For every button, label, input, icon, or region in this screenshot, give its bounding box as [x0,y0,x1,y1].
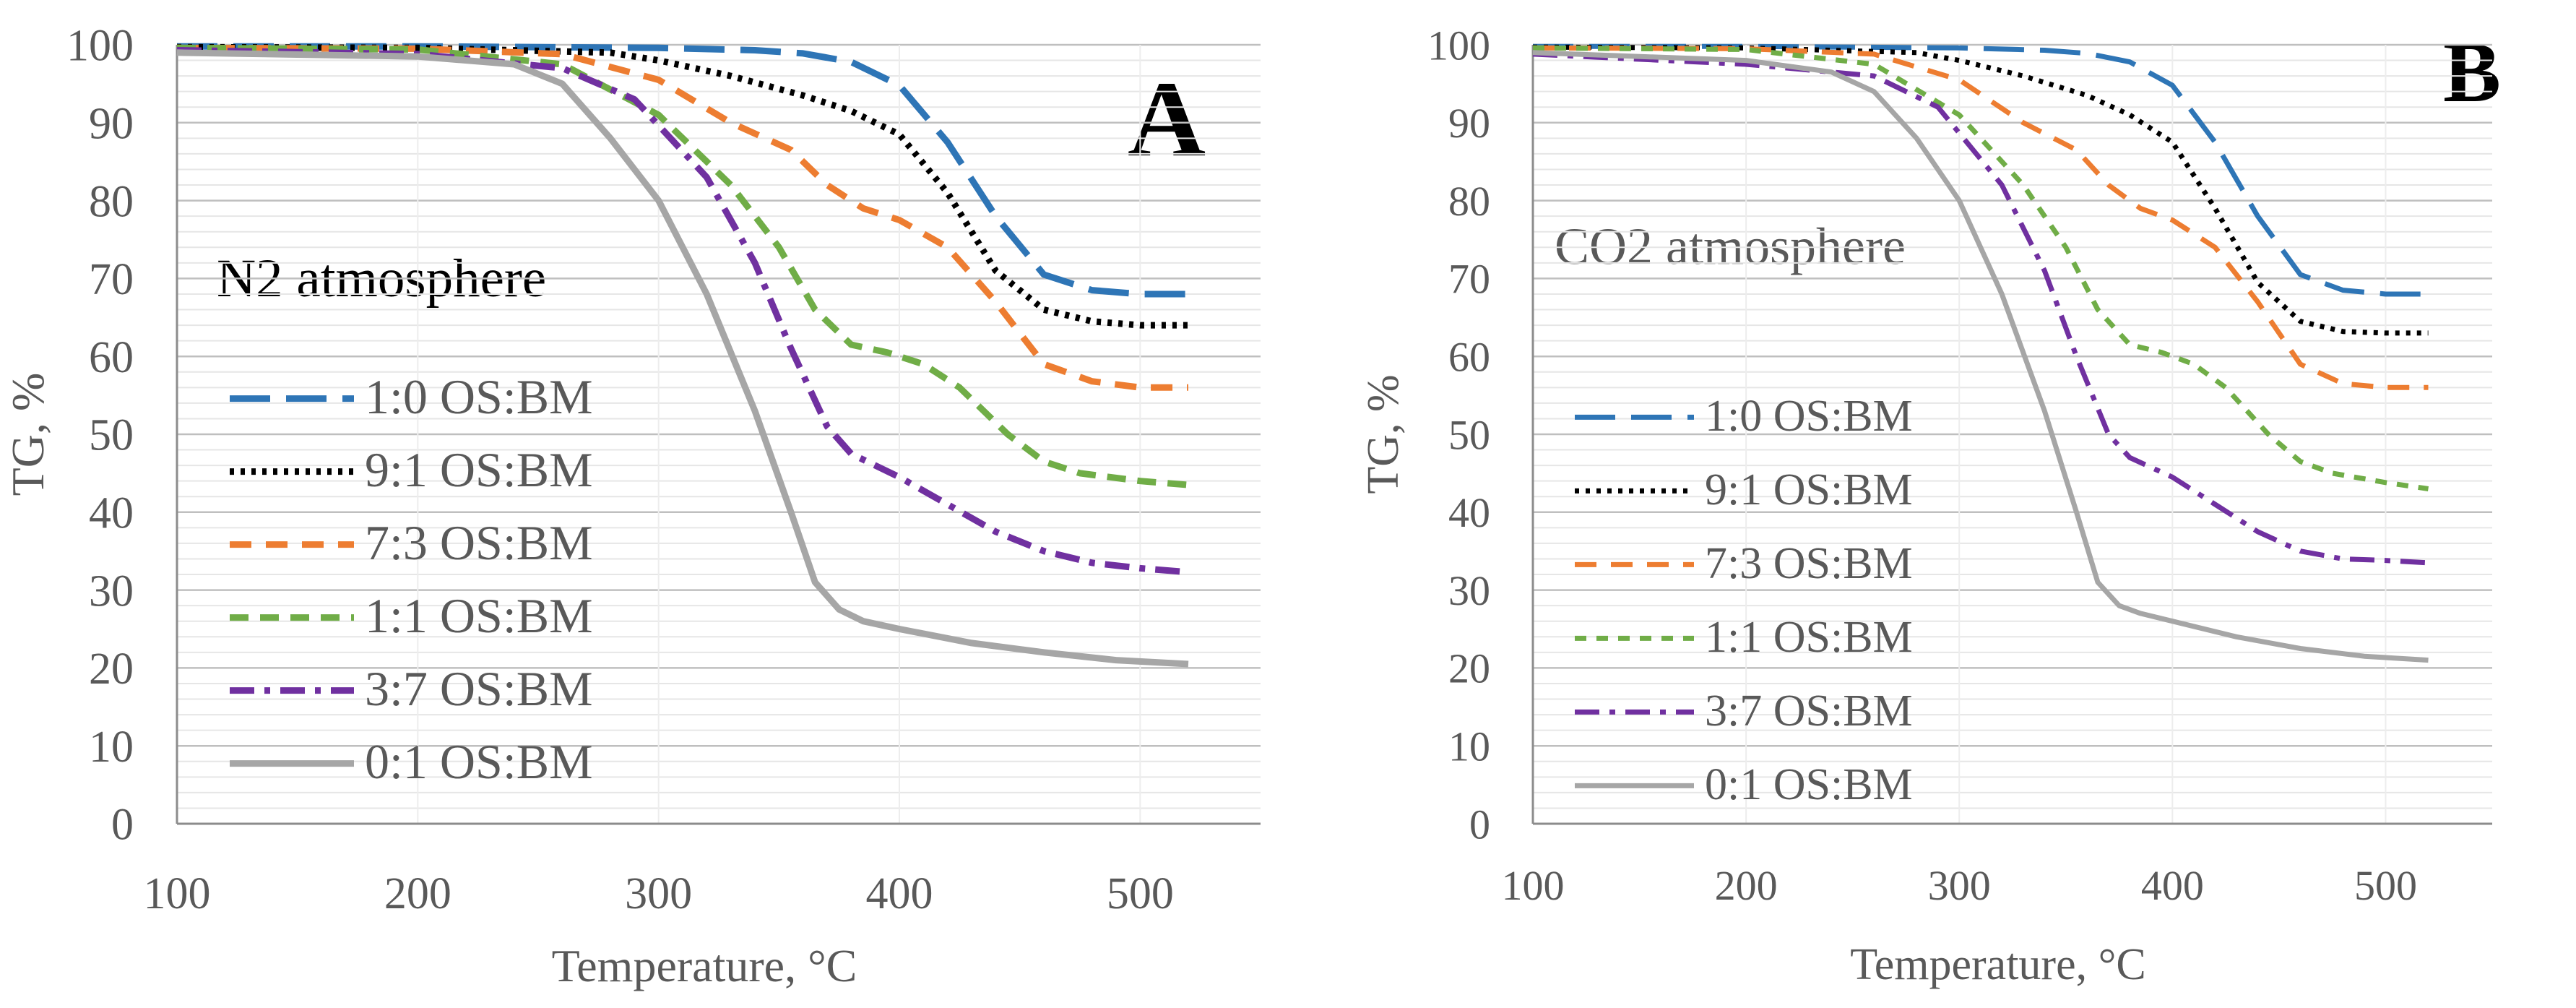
legend: 1:0 OS:BM 9:1 OS:BM 7:3 OS:BM 1:1 OS:BM 3:7 … [1575,392,1913,809]
x-tick-label: 400 [866,869,933,918]
x-tick-label: 200 [1715,862,1778,909]
x-tick-label: 300 [1928,862,1991,909]
series-line-0-1-os-bm [176,49,1189,668]
legend-label: 1:0 OS:BM [365,369,593,424]
x-tick-label: 100 [1502,862,1565,909]
x-axis-title: Temperature, °C [1850,940,2146,989]
y-tick-label: 20 [89,645,134,694]
gridlines [1532,43,2492,825]
series-line-7-3-os-bm [176,44,1188,391]
series-line-1-0-os-bm [177,43,1188,298]
legend-label: 7:3 OS:BM [1705,539,1913,588]
legend: 1:0 OS:BM 9:1 OS:BM 7:3 OS:BM 1:1 OS:BM 3:7 … [230,369,593,789]
legend-label: 1:0 OS:BM [1705,392,1913,441]
y-axis-title: TG, % [2,373,53,496]
legend-label: 3:7 OS:BM [1705,686,1913,736]
y-tick-label: 90 [89,100,134,149]
y-tick-label: 0 [1469,801,1490,848]
panel-letter: B [2443,24,2501,120]
y-tick-label: 100 [66,22,134,71]
y-tick-label: 80 [89,177,134,226]
series-line-9-1-os-bm [176,43,1188,329]
x-tick-label: 500 [2354,862,2417,909]
y-tick-label: 50 [89,411,134,460]
series-line-9-1-os-bm [1532,44,2429,336]
series-line-3-7-os-bm [1532,51,2429,566]
atmosphere-annotation: CO2 atmosphere [1555,217,1906,275]
panel-b: B CO2 atmosphere 0 10 20 30 40 50 60 70 80 90 100 1… [1359,22,2501,989]
y-tick-label: 100 [1427,22,1490,69]
y-tick-label: 50 [1448,411,1490,458]
series-line-1-1-os-bm [176,44,1189,488]
legend-label: 7:3 OS:BM [365,515,593,570]
y-tick-label: 70 [1448,256,1490,303]
y-tick-label: 30 [89,567,134,616]
x-tick-label: 200 [384,869,451,918]
series-line-1-1-os-bm [1532,45,2429,491]
y-tick-label: 60 [89,333,134,382]
panel-a: A N2 atmosphere 010203040506070809010010… [2,22,1261,991]
y-tick-label: 70 [89,255,134,304]
legend-label: 1:1 OS:BM [365,588,593,643]
y-tick-label: 10 [1448,723,1490,770]
legend-label: 0:1 OS:BM [365,734,593,789]
legend-label: 9:1 OS:BM [365,442,593,497]
legend-label: 1:1 OS:BM [1705,613,1913,662]
legend-label: 0:1 OS:BM [1705,760,1913,809]
legend-label: 3:7 OS:BM [365,661,593,716]
x-tick-label: 500 [1107,869,1174,918]
y-axis-title: TG, % [1359,374,1408,494]
series-line-0-1-os-bm [1532,50,2429,663]
y-tick-label: 40 [89,489,134,538]
y-tick-label: 30 [1448,567,1490,614]
series-group [1532,43,2429,663]
y-tick-label: 40 [1448,489,1490,536]
series-group [176,43,1189,668]
y-tick-label: 60 [1448,334,1490,381]
x-axis-title: Temperature, °C [552,940,857,991]
panel-letter: A [1128,59,1206,179]
legend-label: 9:1 OS:BM [1705,465,1913,514]
y-tick-label: 0 [111,801,134,850]
y-tick-label: 20 [1448,645,1490,692]
y-tick-label: 90 [1448,100,1490,147]
x-tick-label: 400 [2141,862,2204,909]
series-line-1-0-os-bm [1533,43,2429,297]
y-tick-label: 80 [1448,178,1490,225]
series-line-3-7-os-bm [176,47,1189,576]
x-tick-label: 300 [625,869,692,918]
x-tick-label: 100 [144,869,211,918]
series-line-7-3-os-bm [1532,45,2429,390]
y-tick-label: 10 [89,723,134,772]
gridlines [176,43,1261,825]
